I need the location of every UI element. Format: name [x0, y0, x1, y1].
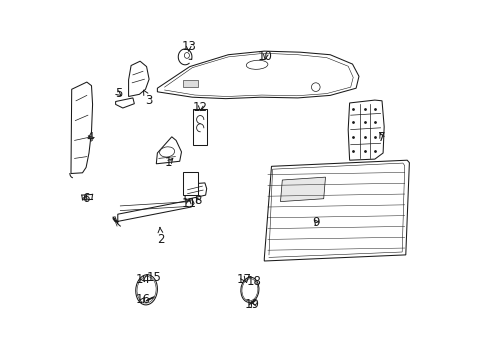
Text: 2: 2	[157, 227, 164, 246]
Text: 3: 3	[143, 90, 152, 107]
Text: 7: 7	[378, 131, 385, 144]
Ellipse shape	[136, 275, 157, 305]
Polygon shape	[264, 160, 408, 261]
Ellipse shape	[137, 276, 156, 303]
Polygon shape	[128, 61, 149, 96]
Text: 4: 4	[86, 131, 94, 144]
Text: 17: 17	[236, 273, 251, 286]
Text: 5: 5	[115, 87, 122, 100]
Text: 11: 11	[181, 197, 196, 210]
Bar	[183, 172, 198, 195]
Text: 8: 8	[194, 194, 202, 207]
Ellipse shape	[159, 147, 174, 157]
Ellipse shape	[138, 279, 154, 301]
Ellipse shape	[241, 277, 259, 302]
Polygon shape	[280, 177, 325, 202]
Polygon shape	[347, 100, 384, 160]
Text: 15: 15	[147, 271, 162, 284]
Ellipse shape	[246, 60, 267, 69]
Polygon shape	[156, 137, 181, 164]
Ellipse shape	[243, 280, 256, 299]
Ellipse shape	[184, 53, 189, 58]
Polygon shape	[115, 98, 134, 108]
Polygon shape	[71, 82, 92, 174]
Polygon shape	[183, 80, 197, 87]
Text: 9: 9	[312, 216, 320, 229]
Ellipse shape	[242, 279, 257, 301]
Text: 12: 12	[193, 101, 208, 114]
Polygon shape	[113, 200, 194, 224]
Text: 1: 1	[165, 156, 172, 169]
Bar	[193, 109, 206, 145]
Text: 13: 13	[181, 40, 196, 53]
Text: 16: 16	[135, 293, 150, 306]
Text: 6: 6	[81, 192, 89, 204]
Text: 14: 14	[135, 273, 150, 286]
Polygon shape	[157, 51, 358, 99]
Text: 19: 19	[244, 298, 260, 311]
Polygon shape	[185, 183, 206, 200]
Text: 10: 10	[257, 50, 272, 63]
Text: 18: 18	[246, 275, 261, 288]
